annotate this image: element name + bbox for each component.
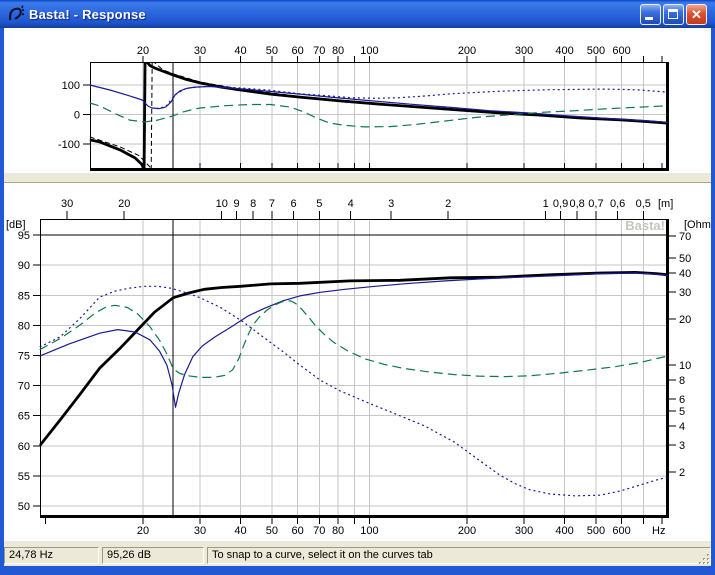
- dB-tick-label: 65: [18, 411, 30, 423]
- freq-tick-label: 50: [266, 45, 278, 57]
- chart-splitter[interactable]: [4, 172, 711, 183]
- dB-tick-label: 50: [18, 501, 30, 513]
- freq-tick-label: 60: [291, 45, 303, 57]
- wavelength-tick-label: 4: [348, 198, 354, 210]
- freq-tick-label: 70: [313, 45, 325, 57]
- maximize-icon: [668, 9, 678, 19]
- ohm-tick-label: 30: [679, 287, 691, 299]
- title-bar[interactable]: Basta! - Response ✕: [0, 0, 715, 28]
- wavelength-tick-label: 6: [291, 198, 297, 210]
- freq-tick-label: 80: [332, 45, 344, 57]
- wavelength-tick-label: 0,9: [553, 198, 568, 210]
- dB-tick-label: 55: [18, 471, 30, 483]
- freq-tick-label: 40: [234, 525, 246, 537]
- deg-tick-label: 100: [62, 80, 80, 92]
- ohm-tick-label: 6: [679, 394, 685, 406]
- ohm-tick-label: 50: [679, 253, 691, 265]
- ohm-tick-label: 20: [679, 314, 691, 326]
- status-level: 95,26 dB: [102, 547, 204, 564]
- freq-tick-label: 500: [587, 525, 605, 537]
- ohm-tick-label: 40: [679, 268, 691, 280]
- maximize-button[interactable]: [663, 4, 684, 25]
- freq-tick-label: 70: [313, 525, 325, 537]
- curve-total-spl: [40, 272, 668, 445]
- wavelength-tick-label: 5: [316, 198, 322, 210]
- freq-tick-label: 20: [137, 45, 149, 57]
- freq-tick-label: 300: [515, 525, 533, 537]
- minimize-icon: [645, 17, 653, 20]
- freq-tick-label: 400: [555, 45, 573, 57]
- freq-tick-label: 600: [612, 45, 630, 57]
- app-window: Basta! - Response ✕ 20304050607080100200…: [0, 0, 715, 575]
- phase-chart[interactable]: 20 30 40 50 60 70 80 100 200 300 400 500 600 100 0 -100: [4, 28, 711, 172]
- freq-tick-label: 100: [360, 45, 378, 57]
- curve-impedance: [40, 301, 668, 378]
- dB-tick-label: 90: [18, 260, 30, 272]
- dB-tick-label: 70: [18, 381, 30, 393]
- dB-tick-label: 60: [18, 441, 30, 453]
- db-axis-unit: [dB]: [6, 219, 26, 231]
- ohm-tick-label: 4: [679, 421, 685, 433]
- freq-tick-label: 50: [266, 525, 278, 537]
- freq-tick-label: 30: [194, 45, 206, 57]
- dB-tick-label: 75: [18, 351, 30, 363]
- hz-axis-unit: Hz: [652, 525, 665, 537]
- wavelength-tick-label: 30: [61, 198, 73, 210]
- freq-tick-label: 400: [555, 525, 573, 537]
- window-controls: ✕: [640, 4, 707, 25]
- wavelength-tick-label: 0,5: [636, 198, 651, 210]
- dB-tick-label: 95: [18, 230, 30, 242]
- ohm-tick-label: 2: [679, 467, 685, 479]
- wavelength-tick-label: 0,7: [588, 198, 603, 210]
- wavelength-tick-label: 10: [216, 198, 228, 210]
- minimize-button[interactable]: [640, 4, 661, 25]
- ohm-tick-label: 70: [679, 231, 691, 243]
- wavelength-tick-label: 0,8: [569, 198, 584, 210]
- dB-tick-label: 85: [18, 290, 30, 302]
- freq-tick-label: 600: [612, 525, 630, 537]
- wavelength-tick-label: 9: [234, 198, 240, 210]
- deg-tick-label: -100: [58, 139, 80, 151]
- status-frequency: 24,78 Hz: [4, 547, 99, 564]
- close-button[interactable]: ✕: [686, 4, 707, 25]
- freq-tick-label: 200: [458, 525, 476, 537]
- wavelength-tick-label: 1: [543, 198, 549, 210]
- status-hint: To snap to a curve, select it on the cur…: [207, 547, 711, 564]
- ohm-tick-label: 8: [679, 375, 685, 387]
- curve-driver-spl: [40, 273, 668, 407]
- ohm-tick-label: 3: [679, 440, 685, 452]
- wavelength-axis-unit: [m]: [658, 198, 673, 210]
- wavelength-tick-label: 7: [269, 198, 275, 210]
- freq-tick-label: 500: [587, 45, 605, 57]
- curve-port-spl: [40, 286, 668, 496]
- wavelength-tick-label: 8: [250, 198, 256, 210]
- freq-tick-label: 30: [194, 525, 206, 537]
- freq-tick-label: 80: [332, 525, 344, 537]
- ohm-tick-label: 10: [679, 360, 691, 372]
- freq-tick-label: 20: [137, 525, 149, 537]
- deg-tick-label: 0: [74, 110, 80, 122]
- freq-tick-label: 100: [360, 525, 378, 537]
- response-chart[interactable]: 20304050607080100200300400500600Hz302010…: [4, 183, 711, 541]
- wavelength-tick-label: 3: [388, 198, 394, 210]
- status-bar: 24,78 Hz 95,26 dB To snap to a curve, se…: [4, 545, 711, 566]
- screenshot-stage: Basta! - Response ✕ 20304050607080100200…: [0, 0, 715, 575]
- dB-tick-label: 80: [18, 320, 30, 332]
- response-chart-panel: 20304050607080100200300400500600Hz302010…: [4, 183, 711, 541]
- window-title: Basta! - Response: [29, 7, 146, 22]
- freq-tick-label: 40: [234, 45, 246, 57]
- wavelength-tick-label: 0,6: [610, 198, 625, 210]
- wavelength-tick-label: 20: [118, 198, 130, 210]
- close-icon: ✕: [687, 6, 706, 23]
- ohm-tick-label: 5: [679, 406, 685, 418]
- wavelength-tick-label: 2: [445, 198, 451, 210]
- bass-clef-icon: [7, 5, 25, 23]
- freq-tick-label: 200: [458, 45, 476, 57]
- basta-watermark: Basta!: [625, 218, 665, 233]
- freq-tick-label: 300: [515, 45, 533, 57]
- phase-chart-panel: 20 30 40 50 60 70 80 100 200 300 400 500 600 100 0 -100: [4, 28, 711, 172]
- freq-tick-label: 60: [291, 525, 303, 537]
- resize-grip[interactable]: [697, 552, 711, 566]
- ohm-axis-unit: [Ohm]: [684, 219, 711, 231]
